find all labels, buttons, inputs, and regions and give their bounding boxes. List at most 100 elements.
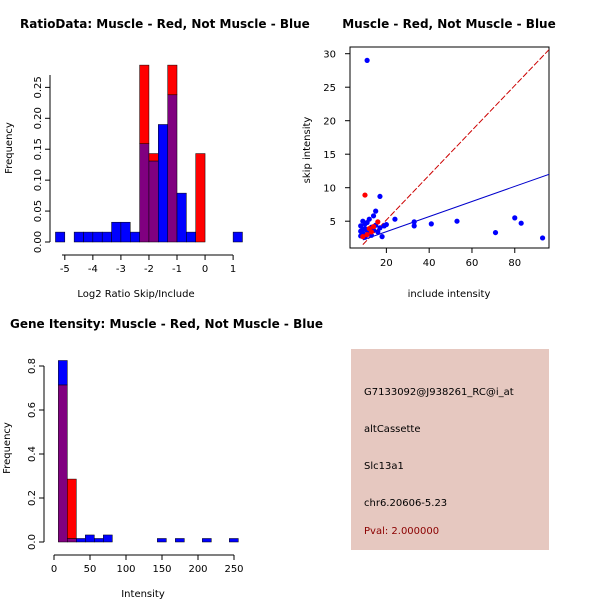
muscle-point — [370, 223, 377, 230]
ratio-y-label: Frequency — [4, 122, 15, 174]
ratio-histogram: RatioData: Muscle - Red, Not Muscle - Bl… — [4, 17, 310, 300]
y-tick-label: 0.2 — [27, 490, 38, 506]
intensity-x-label: Intensity — [121, 589, 165, 600]
x-tick-label: 0 — [202, 264, 208, 275]
y-tick-label: 0.6 — [27, 402, 38, 418]
not-muscle-bar — [120, 221, 131, 243]
y-tick-label: 0.00 — [33, 231, 44, 253]
not-muscle-point — [360, 226, 366, 232]
y-tick-label: 0.20 — [33, 107, 44, 129]
x-tick-label: 200 — [188, 564, 207, 575]
not-muscle-point — [375, 229, 381, 235]
not-muscle-point — [379, 234, 385, 240]
not-muscle-bar — [175, 538, 185, 543]
muscle-point — [375, 219, 381, 225]
scatter-title: Muscle - Red, Not Muscle - Blue — [342, 17, 556, 31]
not-muscle-bar — [176, 192, 187, 243]
intensity-y-label: Frequency — [2, 422, 13, 474]
gene-info-panel: G7133092@J938261_RC@i_at altCassette Slc… — [351, 349, 549, 550]
event-type: altCassette — [364, 424, 421, 435]
not-muscle-bar — [92, 231, 103, 243]
not-muscle-point — [364, 57, 370, 64]
x-tick-label: -2 — [144, 264, 154, 275]
x-tick-label: 50 — [84, 564, 97, 575]
y-tick-label: 0.15 — [33, 138, 44, 160]
y-tick-label: 5 — [330, 217, 336, 228]
not-muscle-point — [377, 225, 383, 231]
not-muscle-point — [383, 221, 389, 228]
not-muscle-bar — [232, 231, 243, 243]
x-tick-label: 40 — [423, 258, 436, 269]
not-muscle-bar — [83, 231, 94, 243]
y-tick-label: 15 — [323, 150, 336, 161]
x-tick-label: 80 — [508, 258, 521, 269]
not-muscle-point — [492, 229, 499, 236]
not-muscle-bar — [55, 231, 66, 243]
y-tick-label: 30 — [323, 50, 336, 61]
x-tick-label: 250 — [224, 564, 243, 575]
x-tick-label: 60 — [466, 258, 479, 269]
scatter-x-label: include intensity — [408, 289, 491, 300]
not-muscle-point — [411, 219, 417, 225]
not-muscle-bar — [111, 221, 122, 243]
not-muscle-point — [411, 223, 417, 229]
overlap-bar — [67, 538, 77, 543]
muscle-point — [360, 234, 366, 240]
not-muscle-point — [362, 221, 368, 227]
x-tick-label: 100 — [116, 564, 135, 575]
ratio-x-label: Log2 Ratio Skip/Include — [77, 289, 194, 300]
scatter-y-label: skip intensity — [302, 117, 313, 184]
ratio-histogram-title: RatioData: Muscle - Red, Not Muscle - Bl… — [20, 17, 310, 31]
x-tick-label: 0 — [51, 564, 57, 575]
x-tick-label: 1 — [230, 264, 236, 275]
muscle-bar — [167, 64, 178, 96]
y-tick-label: 0.10 — [33, 169, 44, 191]
y-tick-label: 0.25 — [33, 76, 44, 98]
not-muscle-bar — [94, 538, 104, 543]
overlap-bar — [139, 143, 150, 243]
not-muscle-point — [454, 218, 460, 224]
intensity-histogram: Gene Itensity: Muscle - Red, Not Muscle … — [2, 317, 323, 600]
not-muscle-point — [366, 216, 372, 222]
muscle-fit-line — [362, 49, 549, 245]
intensity-histogram-title: Gene Itensity: Muscle - Red, Not Muscle … — [10, 317, 323, 331]
x-tick-label: 20 — [380, 258, 393, 269]
muscle-bar — [139, 64, 150, 144]
intensity-scatter: Muscle - Red, Not Muscle - Blue 5 10 15 20 2… — [302, 17, 556, 300]
not-muscle-bar — [158, 124, 168, 243]
muscle-bar — [67, 478, 77, 539]
probe-id: G7133092@J938261_RC@i_at — [364, 387, 514, 398]
gene-symbol: Slc13a1 — [364, 461, 404, 472]
not-muscle-bar — [58, 360, 68, 386]
not-muscle-point — [518, 220, 524, 226]
y-tick-label: 0.0 — [27, 534, 38, 550]
muscle-point — [362, 192, 368, 198]
muscle-point — [368, 229, 374, 235]
x-tick-label: 150 — [152, 564, 171, 575]
y-tick-label: 0.4 — [27, 446, 38, 462]
not-muscle-bar — [85, 534, 95, 543]
x-tick-label: -4 — [88, 264, 98, 275]
muscle-bar — [195, 153, 206, 243]
not-muscle-bar — [73, 231, 84, 243]
not-muscle-bar — [157, 538, 167, 543]
not-muscle-point — [377, 193, 383, 200]
not-muscle-bar — [103, 534, 113, 543]
x-tick-label: -1 — [172, 264, 182, 275]
not-muscle-fit-line — [362, 173, 549, 241]
not-muscle-bar — [76, 538, 86, 543]
not-muscle-bar — [202, 538, 212, 543]
not-muscle-point — [428, 221, 434, 227]
overlap-bar — [167, 94, 178, 243]
overlap-bar — [148, 160, 159, 243]
not-muscle-bar — [186, 231, 196, 243]
y-tick-label: 0.05 — [33, 200, 44, 222]
not-muscle-point — [392, 216, 398, 222]
genomic-location: chr6.20606-5.23 — [364, 498, 448, 509]
x-tick-label: -3 — [116, 264, 126, 275]
y-tick-label: 25 — [323, 83, 336, 94]
overlap-bar — [58, 384, 68, 543]
y-tick-label: 0.8 — [27, 358, 38, 374]
not-muscle-bar — [229, 538, 239, 543]
